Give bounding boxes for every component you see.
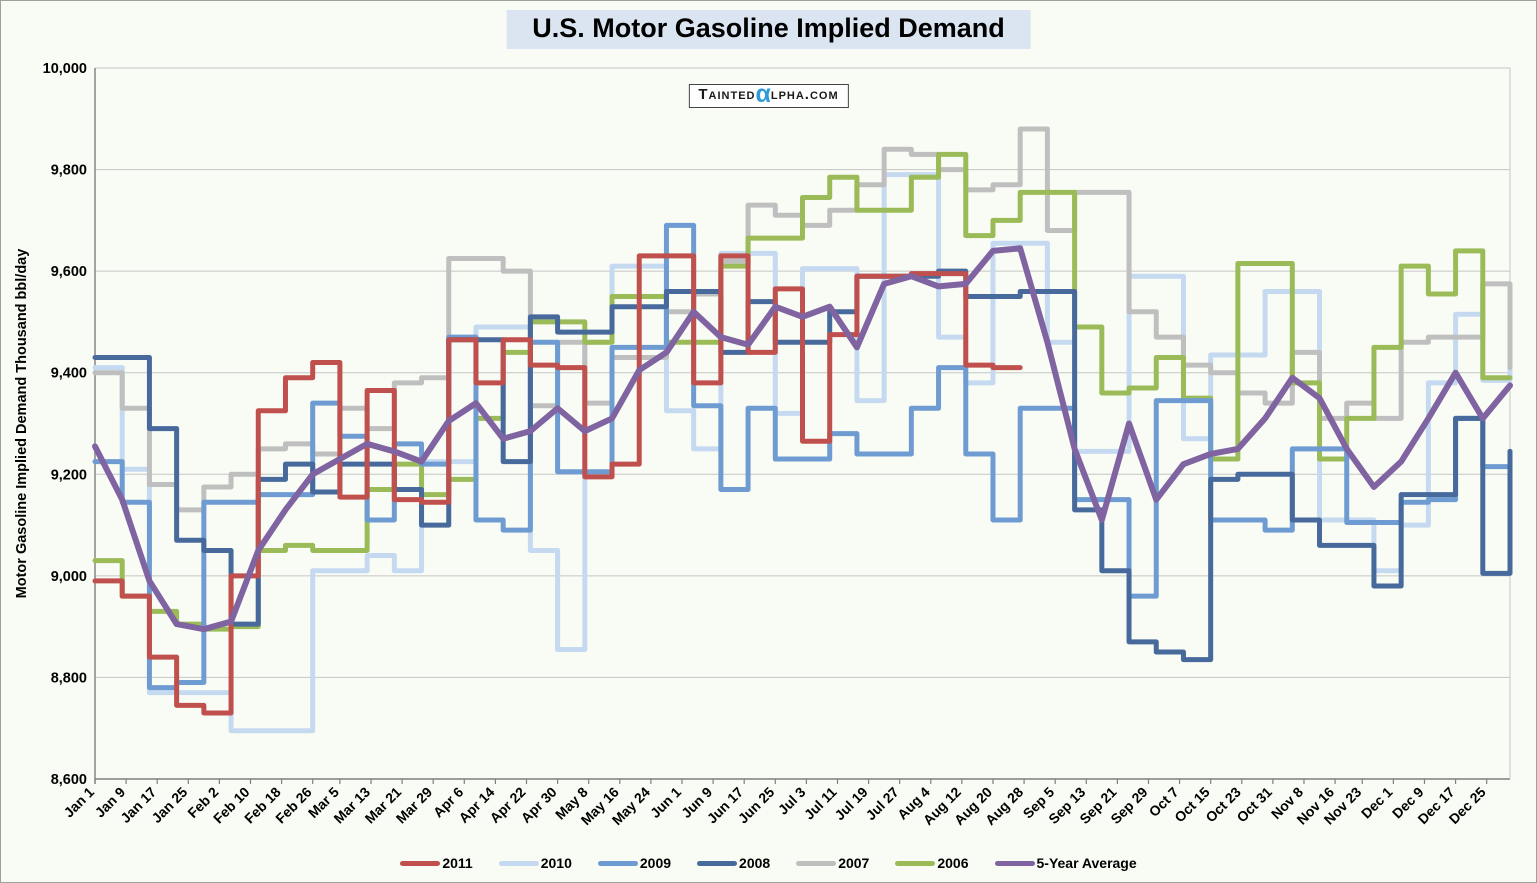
y-tick-label: 8,600 — [51, 772, 87, 788]
legend-swatch — [697, 860, 738, 866]
legend-label: 5-Year Average — [1036, 855, 1137, 871]
legend-swatch — [498, 860, 539, 866]
y-tick-label: 9,600 — [51, 264, 87, 280]
legend-swatch — [796, 860, 837, 866]
x-tick-label: Apr 30 — [518, 784, 560, 826]
x-tick-label: Dec 1 — [1358, 784, 1396, 822]
legend-swatch — [597, 860, 638, 866]
y-axis-title: Motor Gasoline Implied Demand Thousand b… — [14, 249, 30, 599]
watermark-text-pre: Tainted — [698, 86, 756, 103]
y-tick-label: 9,200 — [51, 467, 87, 483]
legend-swatch — [400, 860, 441, 866]
chart-title: U.S. Motor Gasoline Implied Demand — [506, 10, 1031, 49]
legend-item-2009: 2009 — [597, 855, 672, 871]
legend-item-2008: 2008 — [697, 855, 770, 871]
legend-item-2011: 2011 — [400, 855, 473, 871]
watermark-text-post: lpha.com — [770, 86, 839, 103]
x-tick-label: Jul 19 — [831, 784, 871, 824]
legend-item-2007: 2007 — [796, 855, 869, 871]
legend-label: 2010 — [540, 855, 572, 871]
y-tick-label: 9,800 — [51, 163, 87, 179]
legend-swatch — [895, 860, 936, 866]
x-tick-label: Jan 25 — [148, 784, 190, 826]
watermark-badge: Taintedαlpha.com — [688, 82, 849, 108]
x-tick-label: Jul 11 — [801, 784, 840, 823]
legend-label: 2007 — [838, 855, 870, 871]
series-line-2006 — [92, 151, 1513, 632]
series-line-2010 — [92, 172, 1513, 734]
alpha-glyph: α — [755, 80, 771, 108]
x-tick-label: Oct 31 — [1233, 784, 1275, 826]
x-tick-label: Jun 1 — [647, 784, 684, 821]
y-tick-label: 9,000 — [51, 569, 87, 585]
legend-item-5-year-average: 5-Year Average — [994, 855, 1137, 871]
legend-item-2010: 2010 — [498, 855, 572, 871]
legend-label: 2009 — [639, 855, 672, 871]
legend-swatch — [994, 860, 1035, 866]
y-tick-label: 9,400 — [51, 366, 87, 382]
x-tick-label: Jul 27 — [862, 784, 902, 824]
legend-label: 2008 — [739, 855, 771, 871]
y-tick-label: 10,000 — [43, 61, 87, 77]
legend-label: 2006 — [937, 855, 969, 871]
x-tick-label: Jan 1 — [60, 784, 97, 821]
legend-item-2006: 2006 — [895, 855, 969, 871]
legend-label: 2011 — [442, 855, 473, 871]
y-tick-label: 8,800 — [51, 670, 87, 686]
chart-legend: 2011 2010 2009 2008 2007 2006 5-Year Average — [0, 855, 1537, 871]
series-line-5-year-average — [92, 245, 1513, 633]
